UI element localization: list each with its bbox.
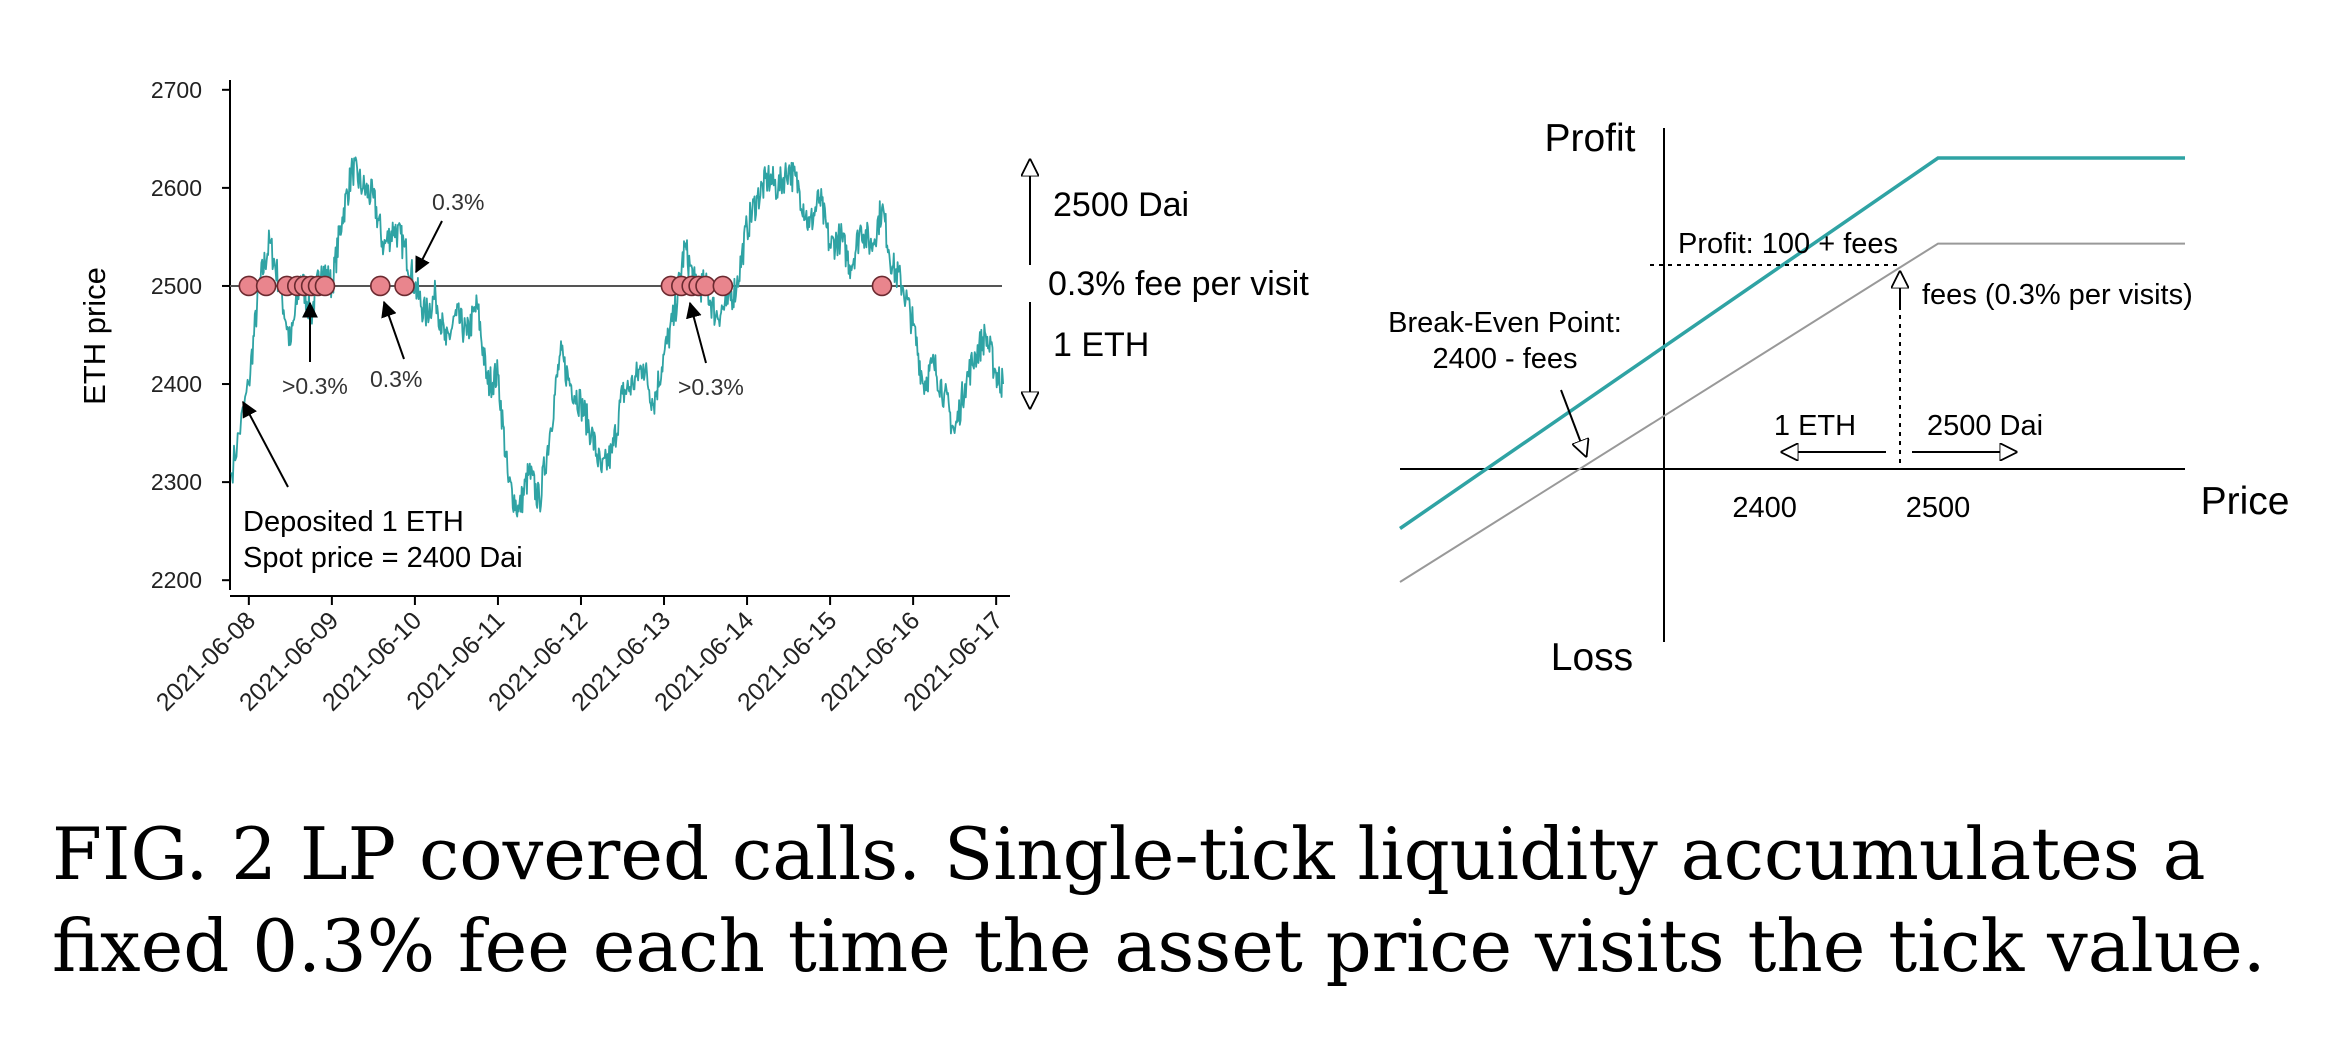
fee-label-top: 0.3%	[432, 189, 484, 215]
deposit-arrow	[242, 400, 289, 488]
payoff-series	[1399, 156, 2185, 583]
left-y-axis-label: ETH price	[77, 267, 112, 405]
fee-label-mid: 0.3%	[370, 366, 422, 392]
payoff-x-tick-label: 2400	[1732, 492, 1797, 524]
profit-annotation: Profit: 100 + fees	[1678, 228, 1898, 260]
profit-axis-label: Profit	[1544, 117, 1635, 160]
tick-visit-marker	[255, 275, 277, 297]
loss-axis-label: Loss	[1551, 636, 1633, 679]
fee-arrow-mid	[381, 300, 405, 360]
break-even-label-line1: Break-Even Point:	[1388, 307, 1622, 339]
eth-label: 1 ETH	[1053, 326, 1149, 364]
price-series	[230, 156, 1004, 518]
price-axis-label: Price	[2201, 480, 2290, 523]
break-even-label-line2: 2400 - fees	[1432, 343, 1577, 375]
dai-payoff-label: 2500 Dai	[1927, 410, 2043, 442]
eth-payoff-label: 1 ETH	[1774, 410, 1856, 442]
payoff-x-tick-label: 2500	[1906, 492, 1971, 524]
fee-label-gt-2: >0.3%	[678, 374, 744, 400]
eth-price-line	[230, 156, 1004, 518]
dai-label: 2500 Dai	[1053, 186, 1189, 224]
tick-visit-marker	[394, 275, 415, 297]
y-tick-label: 2700	[151, 77, 202, 103]
y-tick-label: 2300	[151, 469, 202, 495]
figure-caption: FIG. 2 LP covered calls. Single-tick liq…	[52, 812, 2266, 988]
fee-arrow-top	[415, 220, 443, 274]
eth-price-chart: 2200230024002500260027002021-06-082021-0…	[77, 77, 1309, 717]
payoff-with-fees-line	[1399, 156, 2185, 530]
tick-visit-marker	[238, 275, 260, 297]
deposit-label-line1: Deposited 1 ETH	[243, 506, 464, 538]
y-tick-label: 2600	[151, 175, 202, 201]
tick-visit-marker	[314, 275, 336, 297]
tick-visit-markers	[238, 275, 893, 297]
y-tick-label: 2500	[151, 273, 202, 299]
tick-visit-marker	[695, 275, 716, 297]
deposit-label-line2: Spot price = 2400 Dai	[243, 542, 523, 574]
y-tick-label: 2200	[151, 567, 202, 593]
fee-label-gt-1: >0.3%	[282, 373, 348, 399]
tick-visit-marker	[871, 275, 893, 297]
payoff-base-line	[1399, 242, 2185, 583]
payoff-x-ticks: 2400 2500	[1732, 492, 1970, 524]
payoff-diagram: Profit Loss Price 2400 2500 Profit: 100 +…	[1388, 117, 2289, 679]
fee-per-visit-label: 0.3% fee per visit	[1048, 265, 1309, 303]
break-even-arrow	[1560, 389, 1586, 456]
fee-arrow-gt-2	[686, 301, 707, 364]
y-tick-label: 2400	[151, 371, 202, 397]
fees-annotation: fees (0.3% per visits)	[1922, 279, 2193, 311]
tick-visit-marker	[712, 275, 734, 297]
tick-visit-marker	[370, 275, 391, 297]
